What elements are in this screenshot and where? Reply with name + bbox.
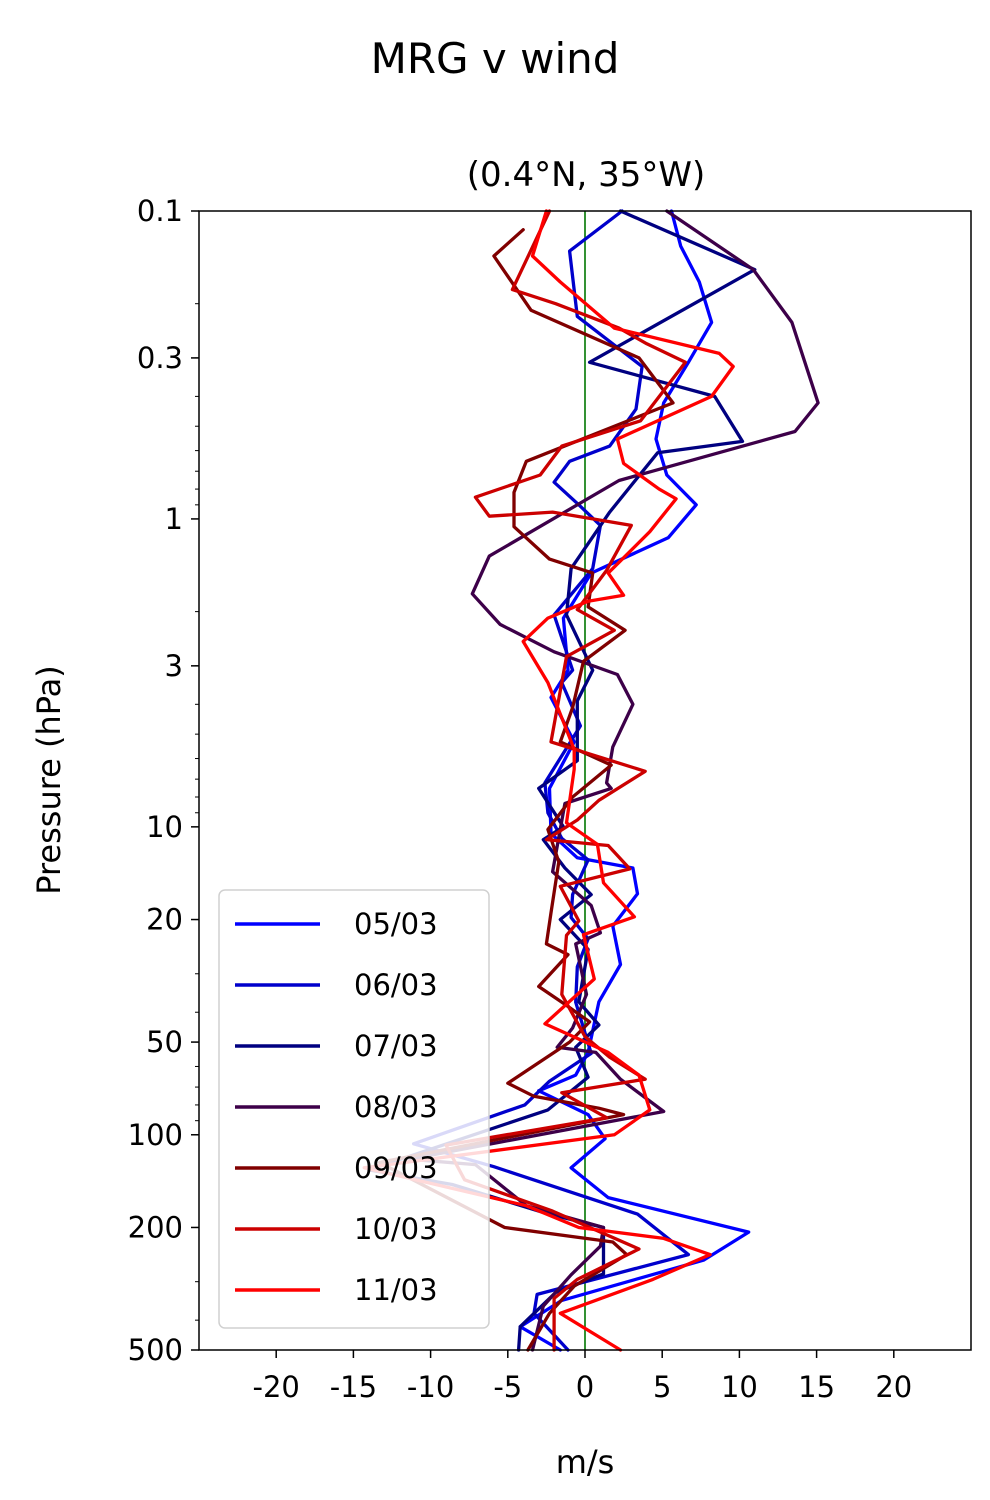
y-tick-label: 10 <box>146 810 183 844</box>
x-tick-label: 15 <box>798 1370 835 1404</box>
y-tick-label: 3 <box>165 649 183 683</box>
y-tick-label: 200 <box>128 1210 183 1244</box>
x-tick-label: -15 <box>330 1370 377 1404</box>
legend-label: 09/03 <box>354 1151 438 1185</box>
legend-label: 07/03 <box>354 1029 438 1063</box>
legend-label: 06/03 <box>354 968 438 1002</box>
y-tick-label: 50 <box>146 1025 183 1059</box>
legend: 05/03 06/03 07/03 08/03 09/03 10/03 11/03 <box>219 890 489 1328</box>
legend-label: 10/03 <box>354 1212 438 1246</box>
x-tick-label: 10 <box>721 1370 758 1404</box>
y-axis-label: Pressure (hPa) <box>30 665 68 895</box>
y-tick-label: 100 <box>128 1118 183 1152</box>
x-axis-ticks: -20 -15 -10 -5 0 5 10 15 20 <box>253 1350 913 1404</box>
y-tick-label: 500 <box>128 1333 183 1367</box>
x-tick-label: -10 <box>407 1370 454 1404</box>
y-tick-label: 1 <box>165 502 183 536</box>
y-tick-label: 0.3 <box>137 341 183 375</box>
x-axis-label: m/s <box>556 1443 615 1481</box>
x-tick-label: -5 <box>493 1370 522 1404</box>
x-tick-label: 5 <box>653 1370 671 1404</box>
chart-title: MRG v wind <box>371 34 620 83</box>
series-line-05-03 <box>520 211 749 1350</box>
legend-label: 11/03 <box>354 1273 438 1307</box>
x-tick-label: 0 <box>576 1370 594 1404</box>
legend-label: 05/03 <box>354 907 438 941</box>
x-tick-label: -20 <box>253 1370 300 1404</box>
y-axis-ticks: 0.1 0.3 1 3 10 20 50 100 200 500 <box>128 194 199 1367</box>
legend-label: 08/03 <box>354 1090 438 1124</box>
y-tick-label: 0.1 <box>137 194 183 228</box>
x-tick-label: 20 <box>875 1370 912 1404</box>
y-tick-label: 20 <box>146 903 183 937</box>
chart-subtitle: (0.4°N, 35°W) <box>467 155 706 195</box>
